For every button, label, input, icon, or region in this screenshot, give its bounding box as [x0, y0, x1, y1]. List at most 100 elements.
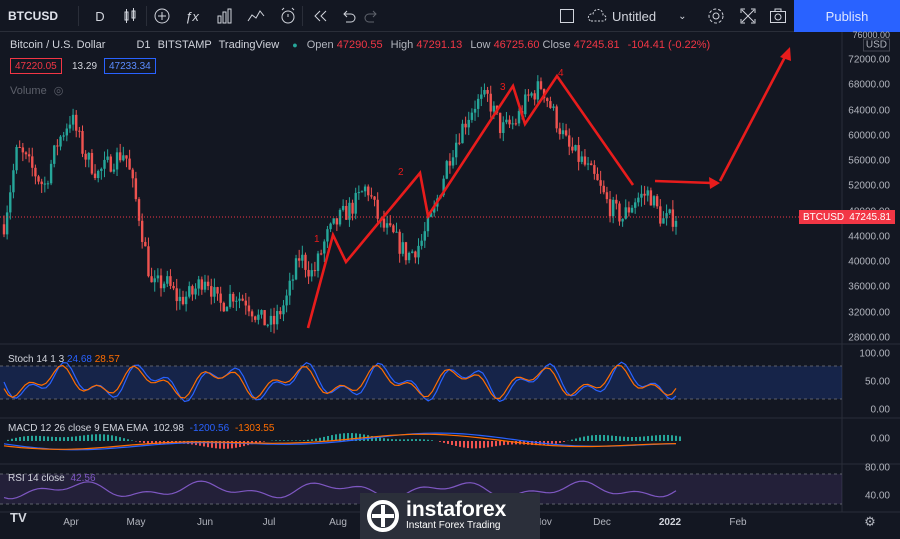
candle-body	[307, 269, 310, 277]
candle-body	[568, 135, 571, 147]
candle-body	[583, 156, 587, 165]
candle-body	[166, 276, 169, 284]
candle-body	[373, 196, 376, 200]
time-label: 2022	[658, 517, 682, 528]
candle-body	[272, 315, 276, 325]
last-price-symbol: BTCUSD	[803, 211, 845, 223]
time-label: Feb	[729, 517, 747, 528]
macd-signal-value: -1303.55	[234, 423, 275, 434]
candle-body	[100, 168, 103, 171]
stoch-axis-label: 50.00	[864, 376, 890, 388]
macd-axis: 0.00	[842, 418, 900, 464]
symbol-search[interactable]: BTCUSD	[8, 9, 58, 23]
fullscreen-square-icon[interactable]	[556, 4, 578, 28]
projection-arrow-line	[718, 54, 788, 182]
candle-body	[370, 195, 373, 197]
alert-icon[interactable]	[276, 4, 300, 28]
low-value: 46725.60	[493, 39, 540, 51]
candle-body	[476, 98, 480, 109]
volume-legend[interactable]: Volume ◎	[10, 84, 63, 97]
camera-icon[interactable]	[766, 4, 790, 28]
candle-body	[59, 136, 62, 147]
candle-body	[181, 296, 185, 305]
stoch-k-line	[3, 361, 677, 403]
candles-icon[interactable]	[118, 4, 142, 28]
candle-body	[574, 145, 577, 151]
toolbar-divider	[146, 6, 147, 26]
macd-legend[interactable]: MACD 12 26 close 9 EMA EMA 102.98 -1200.…	[8, 423, 274, 434]
rsi-axis-label: 80.00	[864, 462, 890, 474]
candle-body	[458, 142, 461, 144]
candle-body	[247, 305, 251, 312]
wave-label: 4	[558, 68, 564, 79]
macd-histogram-value: 102.98	[153, 423, 184, 434]
gear-icon[interactable]: ⚙	[864, 514, 876, 529]
candle-body	[313, 270, 317, 272]
candle-body	[282, 305, 285, 315]
market-status-dot: ●	[292, 40, 298, 50]
add-indicator-icon[interactable]	[150, 4, 174, 28]
candle-body	[376, 199, 379, 219]
publish-button[interactable]: Publish	[794, 0, 900, 32]
layout-selector[interactable]: Untitled ⌄	[586, 4, 696, 28]
candle-body	[34, 167, 37, 177]
candle-body	[555, 106, 558, 129]
candle-body	[194, 288, 197, 295]
ask-price-box[interactable]: 47233.34	[104, 58, 156, 74]
templates-icon[interactable]	[244, 4, 268, 28]
candle-body	[254, 316, 257, 320]
expand-icon[interactable]	[736, 4, 760, 28]
candle-body	[257, 314, 260, 320]
interval-button[interactable]: D	[95, 8, 105, 24]
price-axis-label: 76000.00	[852, 30, 890, 40]
candle-body	[15, 147, 18, 171]
candle-body	[172, 285, 175, 289]
settings-icon[interactable]	[704, 4, 728, 28]
eye-hidden-icon[interactable]: ◎	[53, 85, 64, 97]
candle-body	[137, 199, 141, 221]
candle-body	[429, 212, 433, 217]
rsi-legend[interactable]: RSI 14 close 42.56	[8, 473, 96, 484]
candle-body	[524, 94, 527, 115]
candle-body	[266, 324, 269, 326]
currency-selector[interactable]: USD	[862, 38, 890, 52]
candle-body	[153, 278, 156, 283]
candle-body	[571, 146, 574, 151]
candle-body	[404, 242, 408, 261]
candle-body	[558, 128, 562, 135]
candle-body	[49, 163, 53, 184]
candle-body	[646, 190, 649, 196]
candle-body	[530, 93, 533, 96]
candle-body	[12, 170, 15, 193]
candle-body	[24, 152, 28, 155]
elliott-wave-drawing	[306, 73, 635, 329]
bid-price-box[interactable]: 47220.05	[10, 58, 62, 74]
candle-body	[345, 205, 348, 220]
watermark-tagline: Instant Forex Trading	[406, 520, 501, 531]
main-legend: Bitcoin / U.S. Dollar D1 BITSTAMP Tradin…	[10, 39, 710, 51]
redo-icon[interactable]	[360, 4, 384, 28]
price-axis[interactable]: 76000.00 USD 72000.00 68000.00 64000.00 600…	[842, 30, 900, 344]
candle-body	[81, 131, 84, 154]
candle-body	[605, 192, 609, 200]
candle-body	[37, 176, 40, 182]
undo-icon[interactable]	[336, 4, 360, 28]
stoch-legend[interactable]: Stoch 14 1 3 24.68 28.57	[8, 354, 120, 365]
timeframe-label: D1	[136, 39, 151, 51]
candle-body	[279, 311, 282, 315]
candle-body	[621, 218, 624, 222]
candle-body	[414, 251, 417, 258]
fx-icon[interactable]: ƒx	[185, 8, 199, 24]
candle-body	[297, 258, 301, 261]
candle-body	[191, 286, 194, 295]
replay-icon[interactable]	[308, 4, 332, 28]
candle-body	[615, 199, 618, 204]
candle-body	[106, 156, 109, 160]
time-label: Apr	[63, 517, 79, 528]
bar-chart-icon[interactable]	[212, 4, 236, 28]
candle-body	[561, 130, 565, 135]
candle-body	[498, 112, 502, 133]
stoch-k-value: 24.68	[66, 354, 92, 365]
candle-body	[93, 173, 97, 179]
